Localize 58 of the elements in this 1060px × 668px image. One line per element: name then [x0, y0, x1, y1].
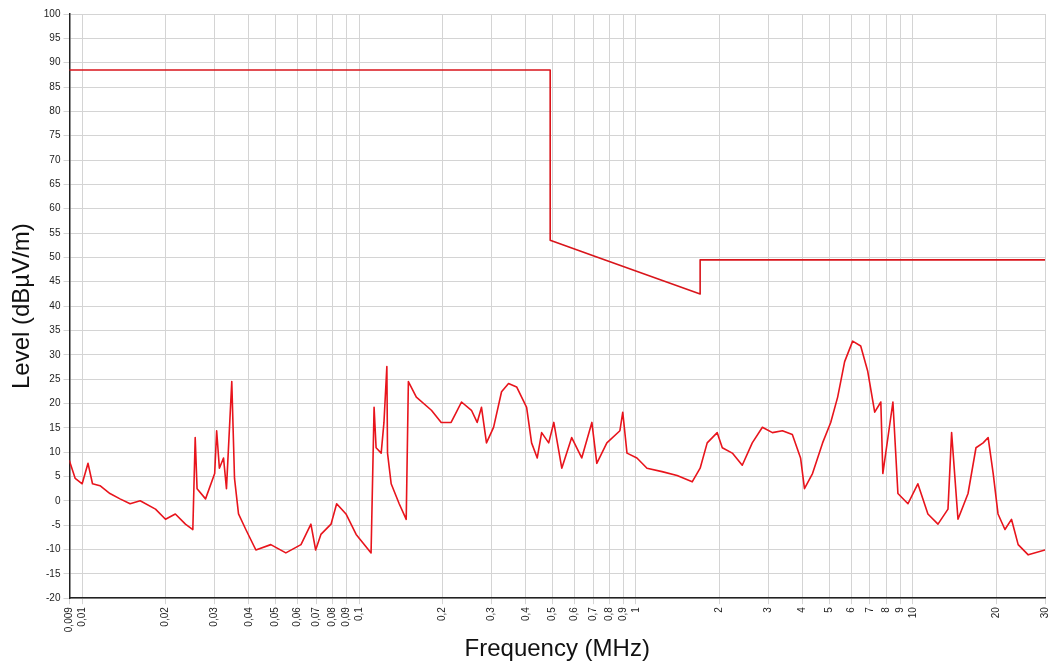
- y-tick-label: 15: [49, 421, 61, 433]
- y-tick-label: -5: [51, 518, 61, 530]
- y-tick-label: 70: [49, 153, 61, 165]
- x-tick-label: 0,06: [291, 606, 303, 627]
- x-tick-label: 0,6: [568, 606, 580, 622]
- y-tick-label: 50: [49, 251, 61, 263]
- x-tick-label: 0,03: [208, 606, 220, 627]
- x-tick-label: 0,3: [484, 606, 496, 622]
- y-tick-label: 90: [49, 56, 61, 68]
- y-tick-label: 30: [49, 348, 61, 360]
- x-tick-label: 0,9: [617, 606, 629, 622]
- x-tick-label: 2: [713, 606, 725, 613]
- y-tick-label: 0: [54, 494, 61, 506]
- x-tick-label: 0,04: [242, 606, 254, 627]
- x-tick-label: 0,01: [75, 606, 87, 627]
- y-tick-label: 95: [49, 32, 61, 44]
- x-tick-label: 1: [629, 606, 641, 613]
- y-tick-label: -20: [46, 591, 61, 603]
- y-tick-label: 55: [49, 226, 61, 238]
- x-tick-label: 7: [863, 606, 875, 613]
- x-tick-label: 0,8: [602, 606, 614, 622]
- y-tick-label: 10: [49, 445, 61, 457]
- y-tick-label: 35: [49, 324, 61, 336]
- x-tick-label: 0,5: [546, 606, 558, 622]
- x-tick-label: 3: [761, 606, 773, 613]
- x-tick-label: 4: [796, 606, 808, 613]
- x-tick-label: 9: [893, 606, 905, 613]
- x-tick-label: 6: [845, 606, 857, 613]
- x-tick-label: 0,2: [436, 606, 448, 622]
- y-tick-label: 65: [49, 178, 61, 190]
- x-tick-label: 10: [906, 606, 918, 619]
- x-tick-label: 0,05: [269, 606, 281, 627]
- y-tick-label: 75: [49, 129, 61, 141]
- y-tick-label: 20: [49, 397, 61, 409]
- x-tick-label: 0,009: [63, 606, 75, 633]
- x-tick-label: 0,02: [159, 606, 171, 627]
- x-axis-title: Frequency (MHz): [464, 634, 650, 662]
- y-tick-label: 60: [49, 202, 61, 214]
- x-tick-label: 0,7: [586, 606, 598, 622]
- y-tick-label: 5: [54, 470, 61, 482]
- y-tick-label: 85: [49, 80, 61, 92]
- x-tick-label: 0,4: [519, 606, 531, 622]
- y-tick-label: -10: [46, 543, 61, 555]
- x-tick-label: 8: [879, 606, 891, 613]
- x-tick-label: 20: [989, 606, 1001, 619]
- y-tick-label: 40: [49, 299, 61, 311]
- x-tick-label: 0,09: [340, 606, 352, 627]
- x-tick-label: 0,1: [352, 606, 364, 622]
- x-tick-label: 30: [1038, 606, 1050, 619]
- x-tick-label: 0,07: [309, 606, 321, 627]
- y-tick-label: -15: [46, 567, 61, 579]
- y-tick-label: 45: [49, 275, 61, 287]
- y-tick-label: 100: [43, 7, 61, 19]
- y-tick-label: 25: [49, 372, 61, 384]
- y-axis-title: Level (dBµV/m): [7, 223, 35, 390]
- x-tick-label: 0,08: [325, 606, 337, 627]
- y-tick-label: 80: [49, 105, 61, 117]
- x-tick-label: 5: [823, 606, 835, 613]
